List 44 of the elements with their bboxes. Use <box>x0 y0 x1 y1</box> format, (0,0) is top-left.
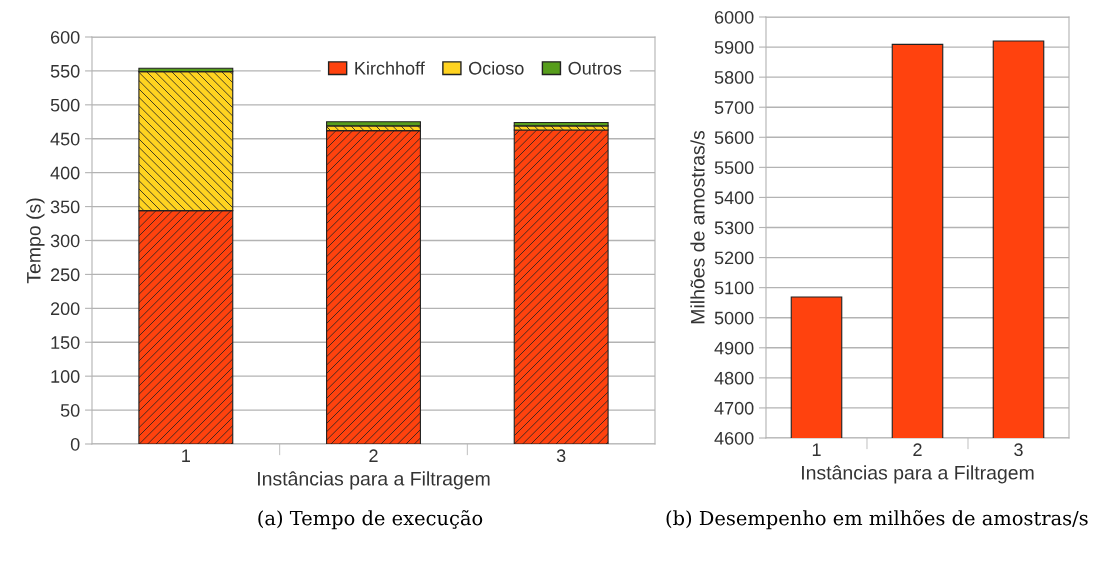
y-tick-label: 350 <box>50 200 80 214</box>
text: (a) Tempo de execução <box>258 510 483 530</box>
y-tick-label: 5100 <box>714 281 754 295</box>
y-tick-label: 5200 <box>714 251 754 265</box>
legend-label: Outros <box>568 61 622 75</box>
y-axis-title: Tempo (s) <box>26 198 45 284</box>
y-axis-title: Milhões de amostras/s <box>690 130 705 324</box>
y-tick-label: 0 <box>70 437 80 451</box>
y-tick-label: 5300 <box>714 221 754 235</box>
x-tick-label: 1 <box>812 443 821 456</box>
x-tick-label: 3 <box>1014 443 1023 457</box>
y-tick-label: 300 <box>50 234 80 248</box>
y-tick-label: 5400 <box>714 191 754 205</box>
x-tick-label: 3 <box>556 449 566 463</box>
y-tick-label: 5500 <box>714 161 754 175</box>
y-tick-label: 5700 <box>714 101 754 114</box>
y-tick-label: 5800 <box>714 71 754 84</box>
y-tick-label: 5900 <box>714 41 754 54</box>
legend-label: Kirchhoff <box>355 61 425 75</box>
y-tick-label: 4600 <box>714 431 754 445</box>
y-tick-label: 6000 <box>714 10 754 24</box>
x-tick-label: 2 <box>913 443 922 456</box>
x-axis-title: Instâncias para a Filtragem <box>258 471 490 490</box>
y-tick-label: 500 <box>50 98 80 112</box>
y-tick-label: 150 <box>51 336 80 349</box>
y-tick-label: 450 <box>50 132 80 146</box>
legend-label: Ocioso <box>469 61 524 75</box>
y-tick-label: 100 <box>51 370 80 383</box>
x-tick-label: 1 <box>182 449 190 462</box>
x-axis-title: Instâncias para a Filtragem <box>802 465 1034 484</box>
y-tick-label: 600 <box>50 30 80 44</box>
y-tick-label: 200 <box>50 302 80 316</box>
text: (b) Desempenho em milhões de amostras/s <box>666 510 1088 530</box>
y-tick-label: 4800 <box>714 371 754 385</box>
y-tick-label: 4700 <box>714 401 754 415</box>
y-tick-label: 550 <box>50 64 80 78</box>
x-tick-label: 2 <box>369 449 378 462</box>
bar <box>326 121 421 127</box>
y-tick-label: 4900 <box>714 341 754 355</box>
y-tick-label: 5600 <box>714 131 754 145</box>
y-tick-label: 5000 <box>714 311 754 325</box>
y-tick-label: 250 <box>50 268 80 282</box>
y-tick-label: 50 <box>60 404 80 417</box>
y-tick-label: 400 <box>50 166 80 180</box>
